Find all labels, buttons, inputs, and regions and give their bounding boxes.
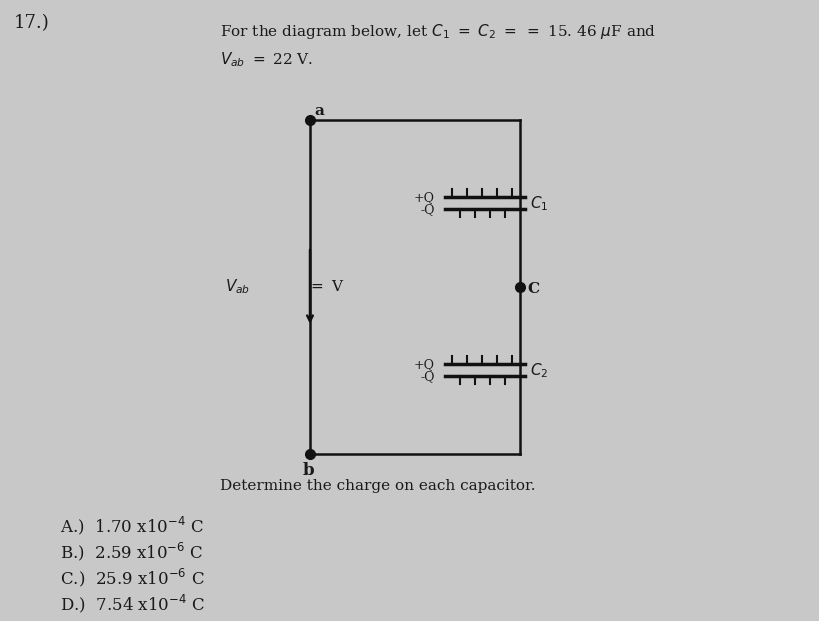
Text: +Q: +Q xyxy=(414,191,434,204)
Text: $C_2$: $C_2$ xyxy=(529,361,548,379)
Text: A.)  1.70 x10$^{-4}$ C: A.) 1.70 x10$^{-4}$ C xyxy=(60,515,204,537)
Text: C: C xyxy=(527,282,538,296)
Text: 17.): 17.) xyxy=(14,14,50,32)
Text: -Q: -Q xyxy=(420,369,434,383)
Text: Determine the charge on each capacitor.: Determine the charge on each capacitor. xyxy=(219,479,535,493)
Text: a: a xyxy=(314,104,324,118)
Text: For the diagram below, let $C_1$ $=$ $C_2$ $=$ $=$ 15. 46 $\mu$F and: For the diagram below, let $C_1$ $=$ $C_… xyxy=(219,22,655,41)
Text: B.)  2.59 x10$^{-6}$ C: B.) 2.59 x10$^{-6}$ C xyxy=(60,541,203,563)
Text: C.)  25.9 x10$^{-6}$ C: C.) 25.9 x10$^{-6}$ C xyxy=(60,566,205,589)
Text: +Q: +Q xyxy=(414,358,434,371)
Text: $V_{ab}$ $=$ 22 V.: $V_{ab}$ $=$ 22 V. xyxy=(219,50,313,68)
Text: $=$ V: $=$ V xyxy=(308,279,344,294)
Text: $V_{ab}$: $V_{ab}$ xyxy=(224,278,250,296)
Text: -Q: -Q xyxy=(420,202,434,215)
Text: b: b xyxy=(302,462,314,479)
Text: $C_1$: $C_1$ xyxy=(529,194,548,212)
Text: D.)  7.54 x10$^{-4}$ C: D.) 7.54 x10$^{-4}$ C xyxy=(60,592,205,615)
